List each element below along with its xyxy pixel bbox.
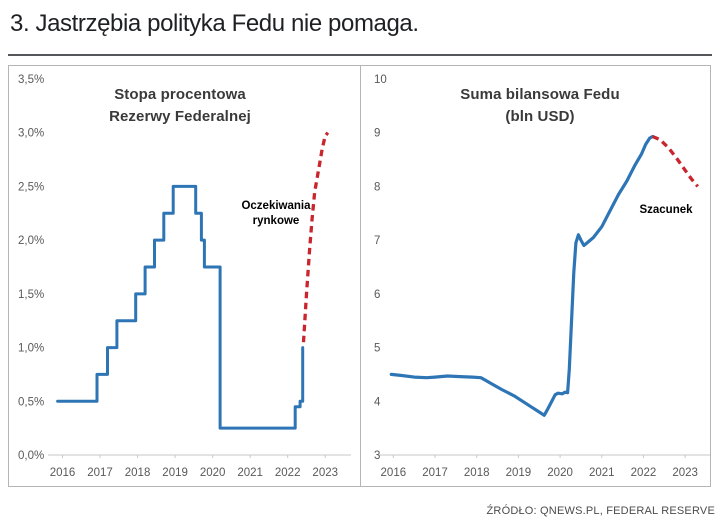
source-credit: ŹRÓDŁO: QNEWS.PL, FEDERAL RESERVE (486, 505, 715, 517)
right-annotation-line1: Szacunek (639, 204, 693, 216)
y-tick-label: 3 (374, 450, 380, 462)
right-chart-title-line2: (bln USD) (505, 108, 575, 125)
left-chart-title-line1: Stopa procentowa (114, 86, 246, 103)
x-tick-label: 2022 (275, 467, 301, 479)
right-chart-title: Suma bilansowa Fedu (bln USD) (420, 84, 660, 128)
y-tick-label: 10 (374, 74, 387, 86)
y-tick-label: 1,0% (18, 343, 44, 355)
x-tick-label: 2023 (672, 467, 698, 479)
y-tick-label: 8 (374, 181, 380, 193)
left-chart-canvas: 2016 2017 2018 2019 2020 2021 2022 2023 0,0% 0,5%… (18, 74, 351, 479)
left-chart-title: Stopa procentowa Rezerwy Federalnej (50, 84, 310, 128)
left-chart-annotation: Oczekiwania rynkowe (216, 199, 336, 229)
x-tick-label: 2021 (589, 467, 615, 479)
x-tick-label: 2021 (237, 467, 263, 479)
x-tick-label: 2023 (312, 467, 338, 479)
x-tick-label: 2020 (547, 467, 573, 479)
right-chart-title-line1: Suma bilansowa Fedu (460, 86, 620, 103)
title-divider (8, 54, 712, 56)
series-line-dashed (301, 131, 330, 343)
right-chart-panel: 2016 2017 2018 2019 2020 2021 2022 2023 3 4 5 6 7 8 9 1… (361, 66, 710, 486)
x-tick-label: 2019 (506, 467, 532, 479)
y-tick-label: 6 (374, 289, 380, 301)
series-line-solid (389, 134, 655, 417)
y-tick-label: 2,0% (18, 235, 44, 247)
right-chart-canvas: 2016 2017 2018 2019 2020 2021 2022 2023 3 4 5 6 7 8 9 1… (374, 74, 710, 479)
left-chart-title-line2: Rezerwy Federalnej (109, 108, 251, 125)
figure: 2016 2017 2018 2019 2020 2021 2022 2023 0,0% 0,5%… (8, 65, 711, 487)
y-tick-label: 1,5% (18, 289, 44, 301)
x-tick-label: 2016 (50, 467, 76, 479)
x-tick-label: 2022 (631, 467, 657, 479)
left-chart-panel: 2016 2017 2018 2019 2020 2021 2022 2023 0,0% 0,5%… (9, 66, 361, 486)
x-tick-label: 2019 (162, 467, 188, 479)
right-chart-annotation: Szacunek (606, 203, 720, 218)
x-tick-label: 2020 (200, 467, 226, 479)
y-tick-label: 3,0% (18, 128, 44, 140)
left-annotation-line2: rynkowe (252, 215, 300, 227)
y-tick-label: 2,5% (18, 181, 44, 193)
y-tick-label: 5 (374, 343, 380, 355)
x-tick-label: 2018 (125, 467, 151, 479)
series-line-dashed (651, 134, 699, 188)
page-title: 3. Jastrzębia polityka Fedu nie pomaga. (10, 10, 419, 37)
x-tick-label: 2018 (464, 467, 490, 479)
series-line-solid (56, 184, 305, 430)
left-annotation-line1: Oczekiwania (241, 200, 311, 212)
x-tick-label: 2017 (422, 467, 448, 479)
y-tick-label: 0,0% (18, 450, 44, 462)
y-tick-label: 4 (374, 396, 381, 408)
y-tick-label: 9 (374, 128, 380, 140)
y-tick-label: 3,5% (18, 74, 44, 86)
x-tick-label: 2016 (381, 467, 407, 479)
x-tick-label: 2017 (87, 467, 113, 479)
y-tick-label: 0,5% (18, 396, 44, 408)
y-tick-label: 7 (374, 235, 380, 247)
